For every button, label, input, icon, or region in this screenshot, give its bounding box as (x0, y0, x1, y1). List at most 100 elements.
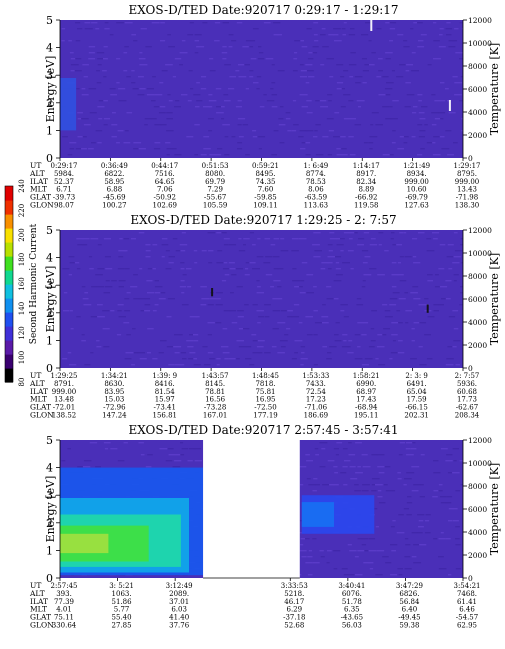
heatmap-cell (333, 280, 342, 282)
table-cell: 98.07 (54, 202, 74, 210)
heatmap-cell (294, 286, 301, 288)
heatmap-cell (342, 448, 348, 450)
table-cell: 1063. (112, 590, 132, 598)
heatmap-cell (118, 280, 126, 282)
table-row-label: GLAT (30, 403, 51, 412)
heatmap-cell (307, 58, 314, 60)
heatmap-cell (446, 22, 451, 24)
heatmap-cell (77, 112, 83, 114)
y-tick-label: 5 (46, 224, 53, 237)
heatmap-cell (257, 286, 261, 288)
heatmap-cell (117, 310, 122, 312)
heatmap-cell (236, 286, 243, 288)
heatmap-cell (237, 124, 242, 126)
table-cell: 3:33:53 (281, 582, 308, 590)
heatmap-cell (369, 244, 378, 246)
heatmap-cell (333, 136, 340, 138)
heatmap-cell (321, 262, 329, 264)
heatmap-cell (319, 466, 326, 468)
heatmap-cell (252, 244, 256, 246)
heatmap-feature (60, 533, 109, 554)
heatmap-cell (354, 484, 359, 486)
heatmap-cell (448, 112, 456, 114)
heatmap-cell (358, 106, 361, 108)
y-tick-label: 2 (46, 307, 53, 320)
heatmap-cell (174, 460, 182, 462)
heatmap-cell (357, 550, 364, 552)
heatmap-cell (320, 64, 325, 66)
heatmap-cell (231, 136, 236, 138)
heatmap-cell (365, 22, 371, 24)
heatmap-cell (256, 88, 260, 90)
heatmap-cell (96, 286, 105, 288)
heatmap-cell (412, 286, 419, 288)
heatmap-cell (238, 76, 247, 78)
heatmap-cell (405, 82, 411, 84)
heatmap-cell (398, 574, 403, 576)
heatmap-cell (439, 100, 446, 102)
heatmap-cell (126, 76, 131, 78)
heatmap-cell (280, 238, 285, 240)
heatmap-cell (166, 148, 174, 150)
heatmap-cell (144, 298, 151, 300)
heatmap-cell (411, 52, 416, 54)
heatmap-cell (398, 454, 403, 456)
heatmap-cell (452, 310, 459, 312)
table-cell: 62.95 (457, 622, 477, 630)
heatmap-cell (105, 268, 113, 270)
heatmap-cell (305, 130, 314, 132)
heatmap-cell (299, 292, 306, 294)
heatmap-cell (418, 520, 424, 522)
heatmap-cell (160, 124, 167, 126)
heatmap-cell (426, 358, 433, 360)
heatmap-cell (159, 106, 166, 108)
heatmap-cell (399, 64, 406, 66)
heatmap-cell (313, 286, 317, 288)
table-cell: 1:58:21 (353, 372, 380, 380)
heatmap-cell (389, 22, 397, 24)
heatmap-cell (314, 130, 318, 132)
heatmap-cell (139, 268, 143, 270)
heatmap-cell (445, 88, 449, 90)
colorbar-segment (5, 284, 13, 299)
y-tick-label: 3 (46, 279, 53, 292)
heatmap-cell (315, 454, 319, 456)
heatmap-cell (298, 136, 304, 138)
heatmap-cell (455, 526, 460, 528)
heatmap-cell (124, 46, 129, 48)
y-tick-label: 5 (46, 434, 53, 447)
table-cell: 0:29:17 (51, 162, 78, 170)
table-cell: 51.78 (342, 598, 362, 606)
heatmap-cell (103, 292, 111, 294)
table-cell: 17.73 (457, 396, 477, 404)
heatmap-cell (237, 100, 242, 102)
heatmap-cell (306, 292, 314, 294)
heatmap-cell (224, 274, 230, 276)
heatmap-cell (370, 238, 376, 240)
heatmap-cell (445, 280, 452, 282)
heatmap-cell (222, 46, 227, 48)
heatmap-cell (301, 142, 307, 144)
heatmap-cell (460, 292, 463, 294)
heatmap-cell (418, 526, 424, 528)
heatmap-cell (455, 490, 461, 492)
heatmap-cell (459, 22, 463, 24)
colorbar-segment (5, 354, 13, 369)
heatmap-cell (445, 130, 452, 132)
heatmap-cell (245, 154, 250, 156)
heatmap-cell (305, 154, 311, 156)
heatmap-cell (235, 268, 243, 270)
y-tick-label: 4 (46, 462, 53, 475)
table-cell: 56.03 (342, 622, 362, 630)
heatmap-cell (453, 340, 461, 342)
heatmap-cell (237, 148, 243, 150)
heatmap-cell (371, 112, 379, 114)
plot-area (60, 230, 463, 368)
heatmap-cell (434, 118, 442, 120)
heatmap-cell (118, 256, 124, 258)
heatmap-cell (118, 286, 124, 288)
table-cell: 0:36:49 (101, 162, 128, 170)
heatmap-cell (214, 40, 220, 42)
heatmap-cell (418, 112, 425, 114)
heatmap-cell (244, 304, 249, 306)
